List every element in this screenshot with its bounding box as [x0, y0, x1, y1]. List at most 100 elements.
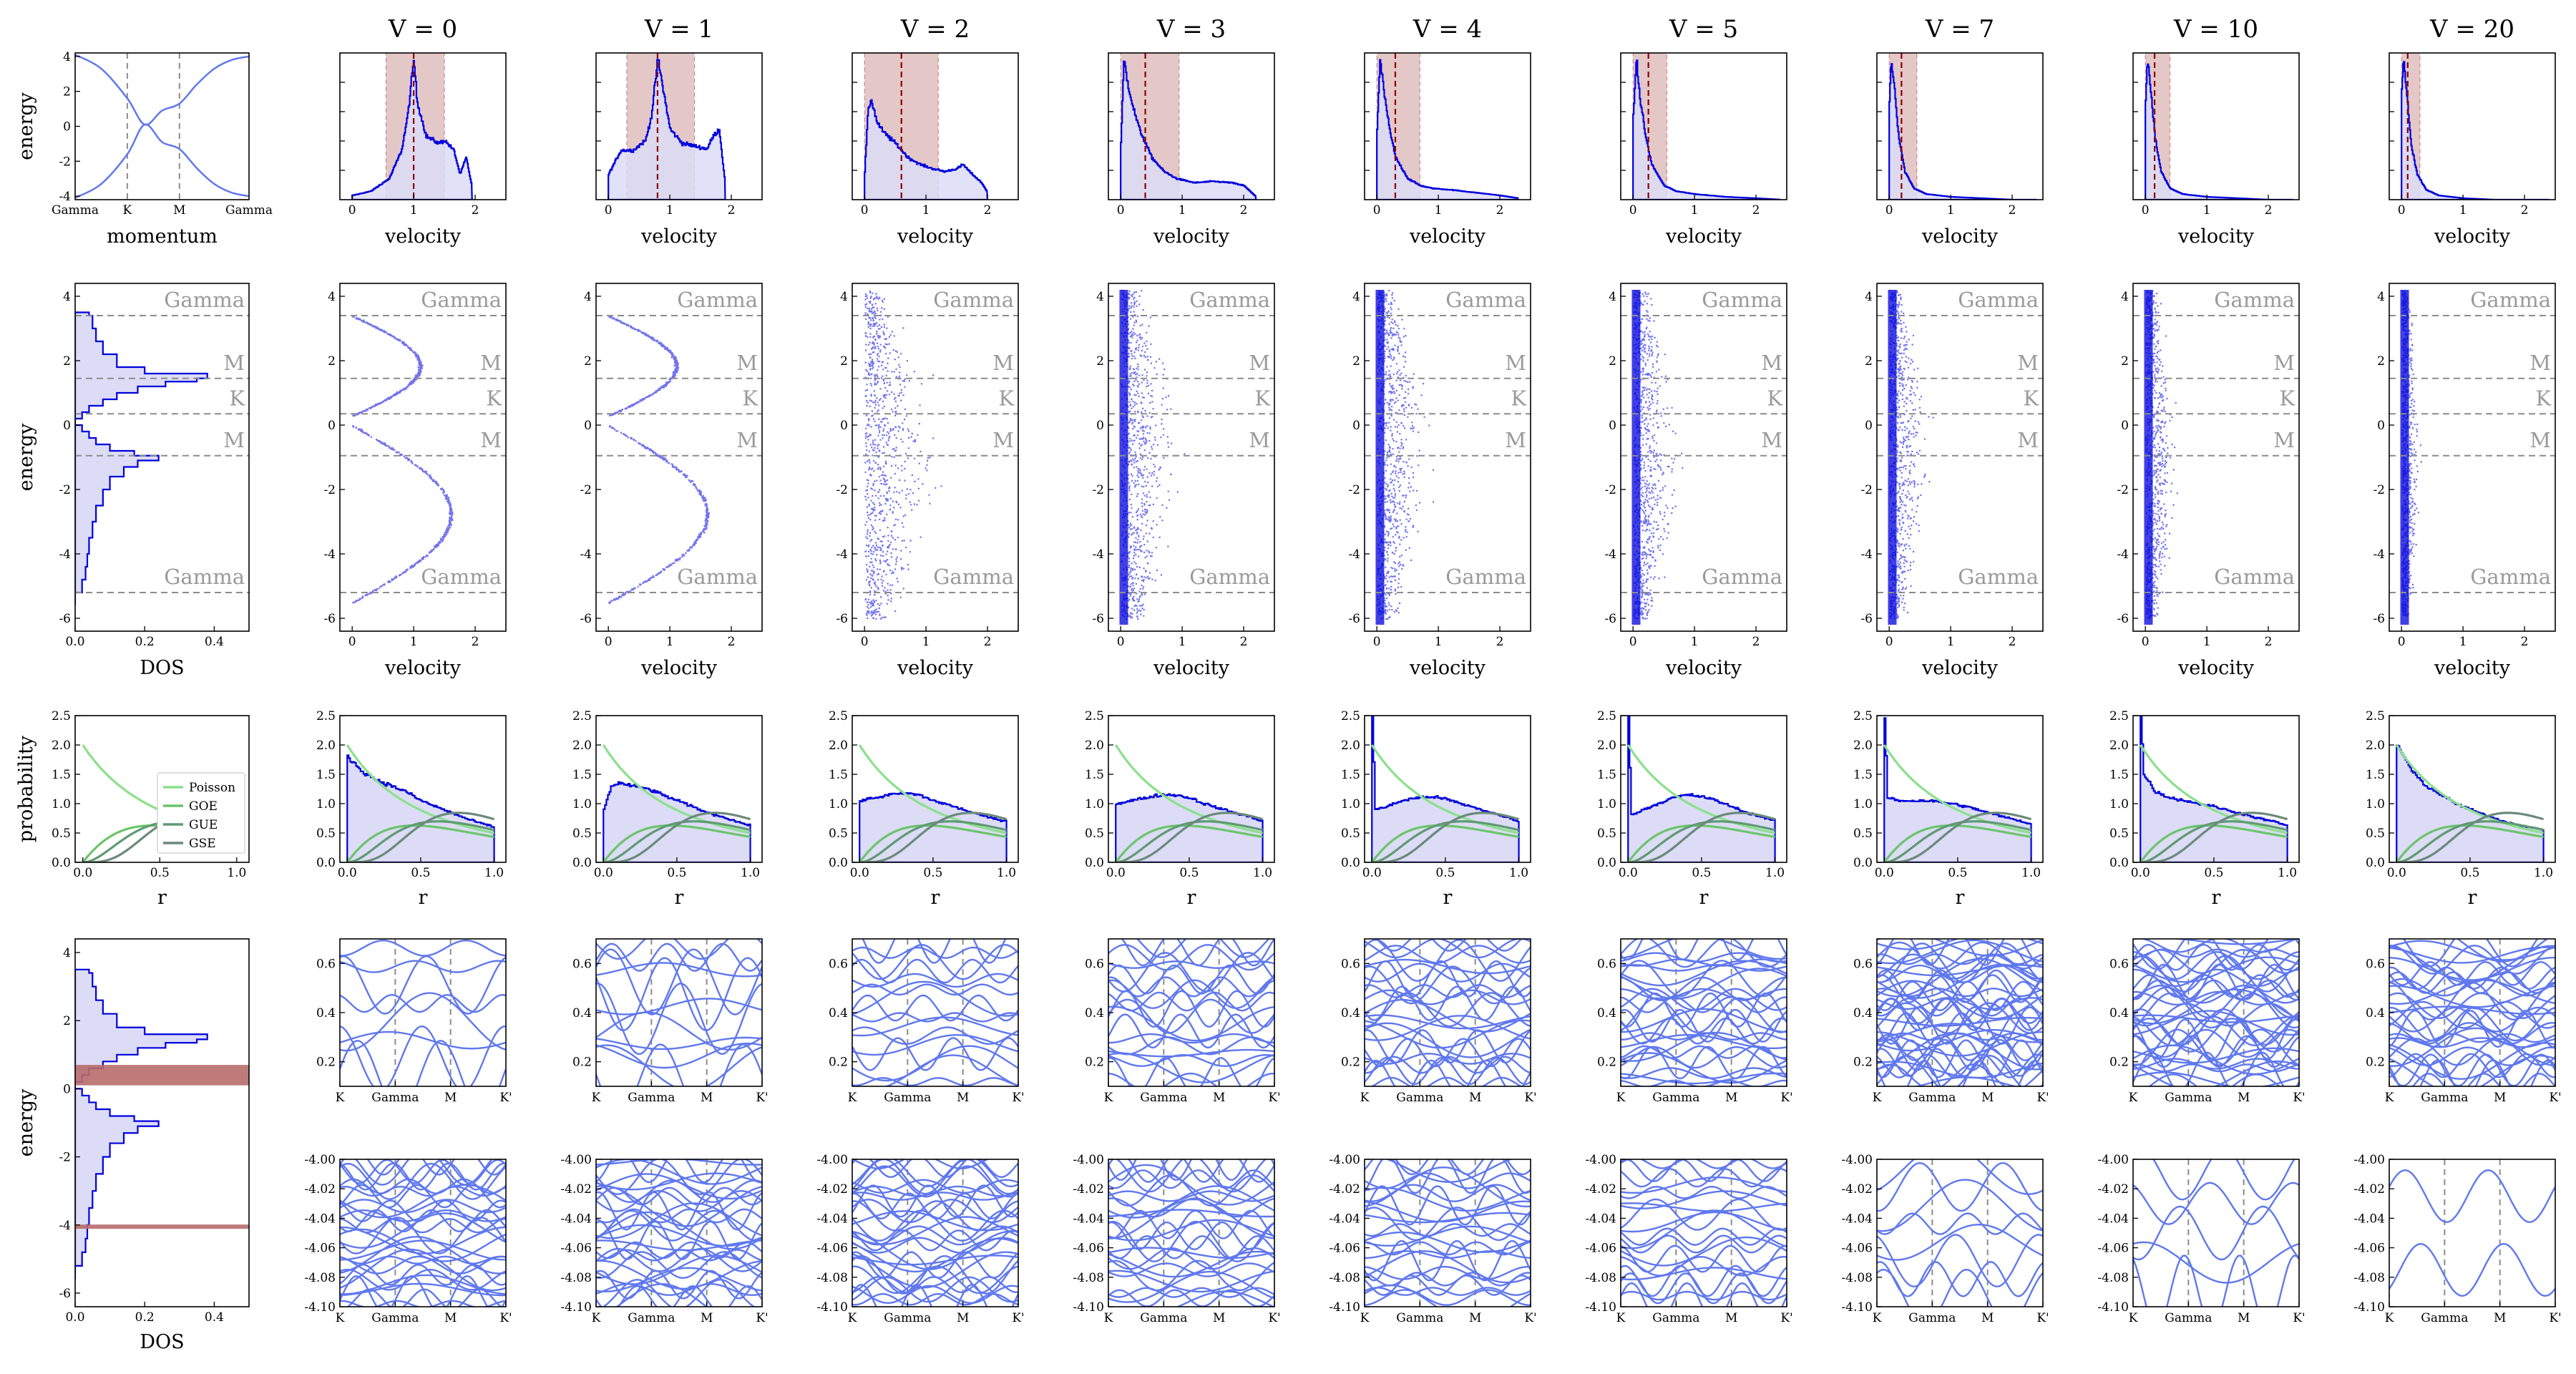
x-tick-label: 2 [472, 203, 479, 218]
band-curve [1365, 939, 1531, 959]
k-label: M [1725, 1311, 1737, 1325]
band-curve [1877, 1179, 2043, 1232]
reference-label: M [1249, 428, 1270, 452]
k-label: K [848, 1311, 857, 1325]
reference-label: Gamma [1958, 288, 2039, 312]
x-tick-label: 0 [2398, 203, 2406, 218]
band-window-panel-l0 [340, 1159, 506, 1307]
y-tick-label: -4.08 [1073, 1271, 1104, 1285]
y-tick-label: 0 [2377, 419, 2385, 433]
theory-curve-gue [859, 820, 1007, 862]
y-tick-label: 0.2 [1341, 1056, 1360, 1070]
x-tick-label: 0.0 [338, 866, 357, 880]
band-curve [1365, 1231, 1531, 1253]
band-curve [862, 939, 1007, 964]
y-tick-label: 4 [1096, 290, 1104, 304]
y-tick-label: -4.10 [1329, 1300, 1360, 1315]
y-tick-label: 0.5 [572, 827, 592, 841]
y-tick-label: 4 [584, 290, 592, 304]
band-curve [1877, 980, 2043, 1012]
dos-fill [75, 969, 208, 1280]
band-curve [1621, 1244, 1787, 1273]
k-label: K [848, 1091, 857, 1105]
band-curve [1621, 1052, 1787, 1084]
x-tick-label: 0.5 [411, 866, 430, 880]
y-tick-label: -4.06 [304, 1242, 336, 1256]
x-tick-label: 1 [1435, 635, 1443, 649]
band-curve [2133, 968, 2299, 988]
band-curve [596, 948, 762, 1015]
band-curve [1365, 939, 1531, 983]
band-curve [852, 1159, 1018, 1179]
y-tick-label: -4.02 [560, 1182, 592, 1197]
x-axis-label: DOS [140, 1331, 184, 1353]
band-curve [1621, 939, 1787, 968]
x-tick-label: 1.0 [997, 866, 1016, 880]
band-curve [852, 973, 1018, 988]
band-curve [596, 1251, 762, 1280]
column-title: V = 3 [1156, 15, 1226, 44]
reference-label: Gamma [1189, 565, 1270, 589]
velocity-axes-4 [1364, 52, 1531, 200]
y-tick-label: -4.02 [1841, 1182, 1873, 1197]
theory-curve-gue [603, 820, 751, 862]
reference-label: K [998, 386, 1015, 410]
band-curve [1108, 939, 1274, 967]
band-curve [2133, 1010, 2299, 1036]
band-window-panel-l4 [1365, 1159, 1531, 1307]
band-curve [340, 955, 506, 1015]
velocity-fill [2145, 64, 2293, 200]
band-curve [1365, 1212, 1531, 1224]
band-curve [340, 992, 506, 1052]
level-panel-0 [346, 744, 495, 862]
reference-label: M [992, 351, 1014, 375]
k-label: K' [499, 1091, 512, 1105]
band-curve [2133, 1047, 2299, 1064]
band-curve [1365, 1250, 1531, 1259]
x-tick-label: 1 [666, 203, 674, 218]
scatter-axes-8 [2389, 283, 2556, 632]
band-curve [1108, 1053, 1274, 1067]
band-curve [2133, 955, 2299, 993]
band-curve [1108, 1072, 1274, 1086]
level-axes-8 [2389, 715, 2556, 863]
y-tick-label: 4 [328, 290, 336, 304]
x-tick-label: 0 [1373, 635, 1381, 649]
band-curve [601, 1278, 756, 1307]
level-axes-2 [852, 715, 1019, 863]
level-axes-3 [1108, 715, 1275, 863]
band-curve [1108, 1033, 1274, 1044]
k-label: K [1616, 1311, 1626, 1325]
k-label: Gamma [628, 1311, 675, 1325]
y-tick-label: 0.0 [829, 856, 848, 870]
y-tick-label: -4.10 [1073, 1300, 1104, 1315]
scatter-panel-6: Gamma MKM Gamma [1877, 288, 2043, 625]
band-curve [1877, 939, 2043, 950]
x-tick-label: 1 [1435, 203, 1443, 218]
x-axis-label: r [157, 887, 167, 909]
y-tick-label: -4 [1348, 547, 1360, 562]
y-axis-label: energy [15, 92, 37, 160]
k-label: Gamma [52, 203, 99, 218]
y-tick-label: 1.5 [2366, 768, 2385, 782]
band-curve [1621, 1168, 1787, 1188]
y-tick-label: -6 [2117, 612, 2129, 626]
velocity-axes-5 [1620, 52, 1787, 200]
x-tick-label: 0.5 [1435, 866, 1455, 880]
band-curve [1621, 1046, 1787, 1069]
reference-label: Gamma [164, 565, 245, 589]
y-tick-label: -4 [836, 547, 848, 562]
band-curve [596, 962, 762, 978]
velocity-fill [2401, 62, 2550, 200]
x-tick-label: 1.0 [2021, 866, 2041, 880]
band-curve [596, 1220, 762, 1260]
x-axis-label: velocity [1153, 657, 1230, 679]
band-curve [2133, 984, 2299, 1004]
k-label: K' [2549, 1311, 2561, 1325]
band-window-panel-l6 [1877, 1159, 2043, 1307]
velocity-fill [1377, 59, 1518, 200]
k-label: M [957, 1311, 969, 1325]
band-curve [2389, 1169, 2555, 1224]
y-tick-label: -4.10 [2097, 1300, 2129, 1315]
x-tick-label: 1 [2459, 203, 2467, 218]
